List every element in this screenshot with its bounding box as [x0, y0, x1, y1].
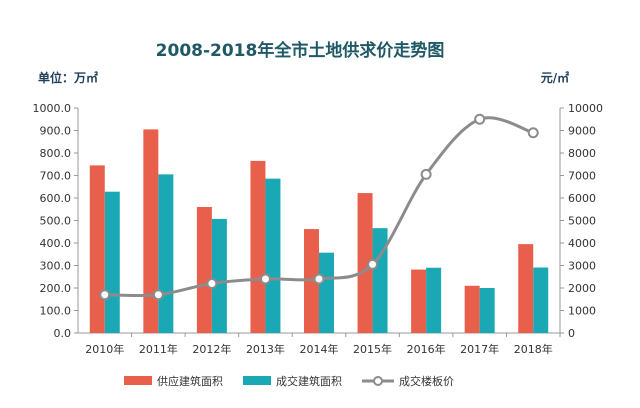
price-point [313, 273, 325, 285]
price-point [152, 289, 164, 301]
right-tick-label: 4000 [568, 237, 596, 250]
bar-transaction [426, 267, 442, 333]
price-line [99, 113, 539, 301]
bar-supply [196, 207, 212, 333]
bar-transaction [479, 288, 495, 333]
right-tick-label: 1000 [568, 305, 596, 318]
bar-supply [518, 244, 534, 333]
bar-supply [464, 285, 480, 333]
x-tick-label: 2015年 [353, 342, 392, 356]
x-tick-label: 2011年 [139, 342, 178, 356]
bar-supply [89, 165, 105, 333]
left-axis-unit: 单位：万㎡ [38, 70, 98, 85]
right-tick-label: 3000 [568, 260, 596, 273]
x-tick-label: 2014年 [300, 342, 339, 356]
left-tick-label: 300.0 [40, 260, 72, 273]
bars [89, 129, 549, 333]
price-point [99, 289, 111, 301]
legend-label-supply: 供应建筑面积 [157, 374, 223, 388]
chart-title: 2008-2018年全市土地供求价走势图 [156, 40, 445, 61]
left-tick-label: 200.0 [40, 282, 72, 295]
bar-transaction [319, 252, 334, 333]
bar-transaction [533, 267, 549, 333]
legend: 供应建筑面积 成交建筑面积 成交楼板价 [124, 374, 454, 388]
right-axis-unit: 元/㎡ [541, 70, 569, 85]
left-tick-label: 100.0 [40, 305, 72, 318]
price-point [527, 127, 539, 139]
legend-swatch-supply [124, 376, 152, 385]
x-tick-label: 2012年 [192, 342, 231, 356]
price-point [474, 113, 486, 125]
legend-label-transaction: 成交建筑面积 [276, 374, 342, 388]
bar-supply [411, 269, 427, 333]
x-tick-label: 2010年 [85, 342, 124, 356]
x-tick-label: 2013年 [246, 342, 285, 356]
left-tick-label: 700.0 [40, 170, 72, 183]
bar-transaction [211, 218, 227, 333]
price-line-path [104, 116, 534, 298]
right-tick-label: 10000 [568, 102, 603, 115]
right-tick-label: 7000 [568, 170, 596, 183]
left-tick-label: 900.0 [40, 125, 72, 138]
price-point [206, 278, 218, 289]
right-tick-label: 6000 [568, 192, 596, 205]
legend-swatch-price-point [373, 376, 383, 386]
right-tick-label: 5000 [568, 215, 596, 228]
bar-supply [357, 193, 373, 333]
left-tick-label: 600.0 [40, 192, 72, 205]
bar-supply [143, 129, 159, 333]
left-tick-label: 800.0 [40, 147, 72, 160]
left-tick-label: 400.0 [40, 237, 72, 250]
left-tick-label: 500.0 [40, 215, 72, 228]
right-tick-label: 9000 [568, 125, 596, 138]
bar-transaction [158, 174, 174, 333]
x-tick-label: 2018年 [514, 342, 553, 356]
left-tick-label: 1000.0 [33, 102, 72, 115]
right-tick-label: 2000 [568, 282, 596, 295]
price-point [367, 258, 379, 270]
price-point [259, 273, 271, 285]
price-point [420, 168, 432, 180]
bar-supply [250, 160, 266, 333]
legend-label-price: 成交楼板价 [399, 374, 454, 388]
right-tick-label: 8000 [568, 147, 596, 160]
x-tick-label: 2016年 [407, 342, 446, 356]
left-tick-label: 0.0 [54, 327, 72, 340]
axes: 0.0 100.0 200.0 300.0 400.0 500.0 600.0 700.0 80… [33, 102, 604, 356]
bar-transaction [265, 178, 281, 333]
bar-transaction [104, 191, 120, 333]
legend-swatch-transaction [243, 376, 271, 385]
right-tick-label: 0 [568, 327, 575, 340]
x-tick-label: 2017年 [460, 342, 499, 356]
bar-transaction [372, 228, 388, 333]
